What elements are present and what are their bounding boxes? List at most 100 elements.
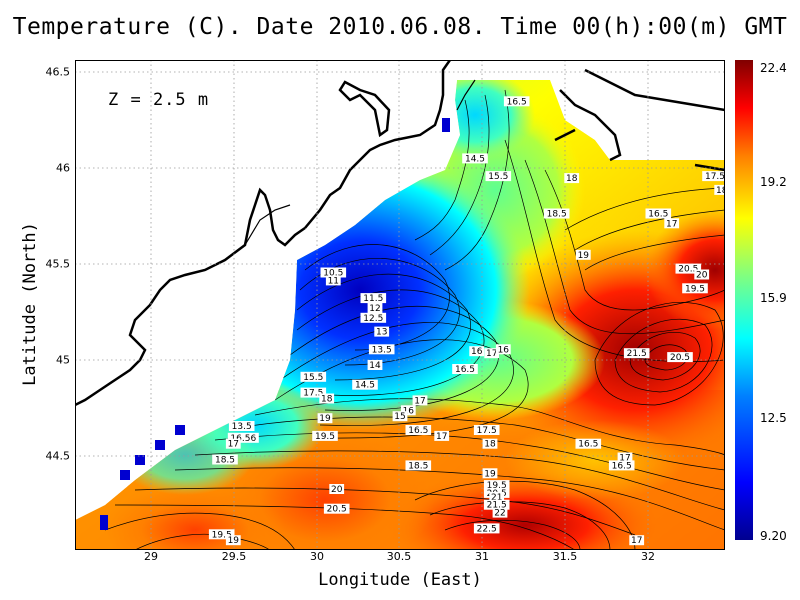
contour-label: 19.5 (682, 283, 708, 294)
contour-label-bg (452, 364, 478, 374)
contour-label-bg (312, 430, 338, 441)
contour-label: 21.5 (623, 348, 650, 359)
contour-label-text: 16 (471, 347, 483, 357)
x-axis-label: Longitude (East) (318, 570, 482, 590)
contour-label-text: 19 (319, 414, 331, 424)
contour-label: 22 (492, 507, 508, 519)
contour-label-text: 17.5 (303, 389, 323, 399)
contour-label: 15 (392, 411, 408, 422)
contour-label-text: 16.5 (612, 461, 632, 471)
contour-label-bg (228, 421, 255, 431)
colorbar-tick: 12.5 (760, 411, 787, 425)
contour-label-bg (225, 535, 241, 546)
contour-label-bg (564, 173, 580, 184)
contour-label: 17 (434, 430, 450, 442)
contour-label: 13 (374, 326, 390, 338)
contour-label: 22.5 (473, 523, 500, 534)
contour-label-text: 15 (394, 412, 405, 422)
contour-label: 14 (367, 360, 383, 371)
contour-label-bg (484, 348, 500, 359)
contour-label: 19 (225, 535, 241, 546)
contour-label: 19 (317, 413, 333, 424)
contour-label-bg (608, 460, 635, 471)
contour-label: 17.5 (300, 387, 327, 399)
contour-label-bg (473, 425, 500, 435)
contour-label: 18 (482, 438, 498, 450)
contour-label: 18 (714, 184, 725, 196)
contour-label-text: 22.5 (477, 524, 497, 534)
contour-label-bg (360, 293, 387, 304)
contour-label-bg (667, 352, 693, 363)
contour-label-text: 21.5 (487, 501, 507, 511)
contour-label-text: 17 (631, 536, 642, 546)
contour-label-text: 18 (566, 174, 578, 184)
contour-label-bg (227, 432, 259, 443)
contour-label: 16.5 (503, 96, 530, 107)
contour-label: 14.5 (352, 379, 378, 391)
contour-label: 15.5 (485, 171, 512, 182)
contour-label-text: 17.5 (477, 426, 497, 436)
contour-label-text: 19.5 (685, 284, 705, 294)
contour-label-text: 11.5 (363, 294, 383, 304)
contour-label: 20.5 (323, 503, 350, 515)
contour-label: 18.5 (405, 460, 432, 471)
contour-label-text: 18.5 (547, 210, 567, 220)
coastal-cells (100, 118, 450, 530)
contour-label-bg (675, 263, 702, 274)
contour-label-text: 17 (666, 219, 677, 229)
contour-label-bg (543, 208, 570, 219)
contour-label: 17 (664, 218, 680, 229)
contour-label-text: 18.5 (408, 461, 428, 471)
contour-label-bg (317, 413, 333, 424)
contour-label: 20 (694, 269, 710, 281)
depth-label: Z = 2.5 m (108, 90, 210, 110)
contour-label: 18 (564, 173, 580, 184)
y-tick-label: 44.5 (45, 449, 71, 463)
contour-label-bg (482, 468, 498, 479)
contour-label: 16 (400, 405, 416, 416)
contour-label-text: 19.5 (487, 481, 507, 491)
contour-label-text: 17 (414, 396, 425, 406)
contour-label-text: 16.5 (408, 426, 428, 436)
contour-label: 18 (319, 393, 335, 405)
contour-label: 12.5 (360, 312, 387, 324)
contour-label-text: 14 (369, 361, 381, 371)
contour-label-bg (320, 267, 347, 278)
contour-label: 16.5 (405, 425, 432, 436)
contour-label-bg (300, 371, 327, 382)
contour-label-text: 11 (328, 276, 339, 286)
contour-label-text: 20.5 (327, 505, 347, 515)
contour-label-bg (462, 153, 488, 164)
contour-label-bg (405, 460, 432, 471)
contour-label: 20.5 (675, 263, 702, 275)
contour-label-bg (645, 208, 672, 219)
contour-label-text: 16 (498, 345, 510, 355)
contour-label-text: 18 (716, 186, 725, 196)
contour-label: 16 (495, 344, 511, 355)
colorbar (735, 60, 753, 540)
contour-label: 19.5 (483, 480, 510, 491)
contour-label: 17 (629, 535, 645, 546)
contour-label-bg (664, 218, 680, 229)
contour-label-bg (623, 348, 650, 359)
contour-label-bg (400, 405, 416, 416)
contour-label-bg (702, 171, 725, 182)
contour-label: 16.5 (608, 460, 635, 471)
x-tick-label: 31 (475, 550, 489, 563)
contour-label: 21.5 (483, 499, 510, 511)
contour-label-text: 17 (436, 432, 447, 442)
contour-label-text: 20 (696, 271, 708, 281)
contour-label: 18.5 (543, 208, 570, 220)
contour-label: 17.5 (473, 425, 500, 436)
contour-label-bg (682, 283, 708, 294)
colorbar-gradient (735, 60, 753, 540)
contour-label-text: 19 (578, 251, 590, 261)
x-tick-label: 30.5 (386, 550, 412, 563)
contour-label: 11 (325, 275, 341, 286)
contour-label-text: 17 (619, 454, 630, 464)
contour-label: 20 (329, 484, 345, 495)
contour-label-bg (300, 387, 327, 398)
contour-label-bg (367, 360, 383, 370)
